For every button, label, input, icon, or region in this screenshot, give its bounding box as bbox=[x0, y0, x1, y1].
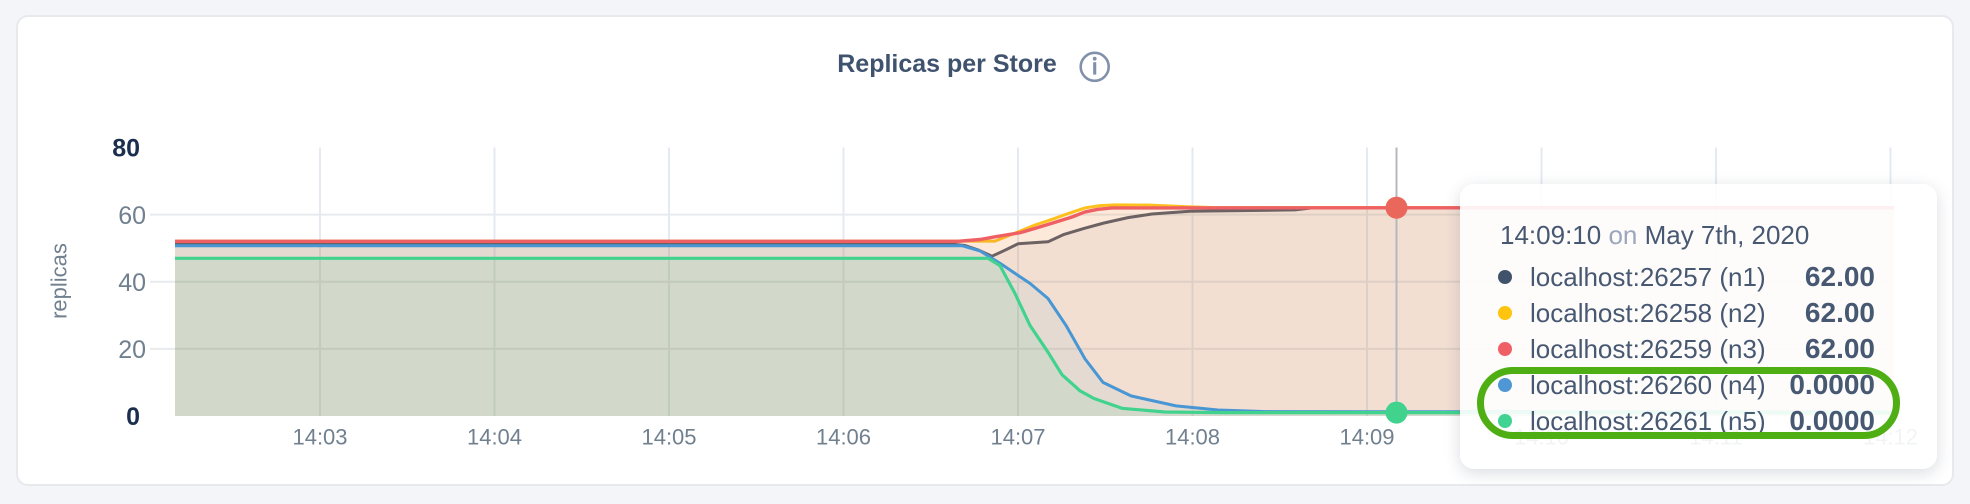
svg-text:14:06: 14:06 bbox=[816, 425, 871, 450]
svg-text:14:04: 14:04 bbox=[467, 425, 522, 450]
svg-text:14:05: 14:05 bbox=[641, 425, 696, 450]
svg-text:20: 20 bbox=[118, 336, 146, 364]
svg-text:14:03: 14:03 bbox=[292, 425, 347, 450]
svg-text:80: 80 bbox=[112, 134, 140, 162]
svg-text:replicas: replicas bbox=[47, 243, 72, 319]
svg-text:14:09: 14:09 bbox=[1339, 425, 1394, 450]
svg-text:0: 0 bbox=[126, 403, 140, 431]
svg-text:14:08: 14:08 bbox=[1165, 425, 1220, 450]
svg-text:14:07: 14:07 bbox=[990, 425, 1045, 450]
svg-text:60: 60 bbox=[118, 202, 146, 230]
svg-text:40: 40 bbox=[118, 269, 146, 297]
